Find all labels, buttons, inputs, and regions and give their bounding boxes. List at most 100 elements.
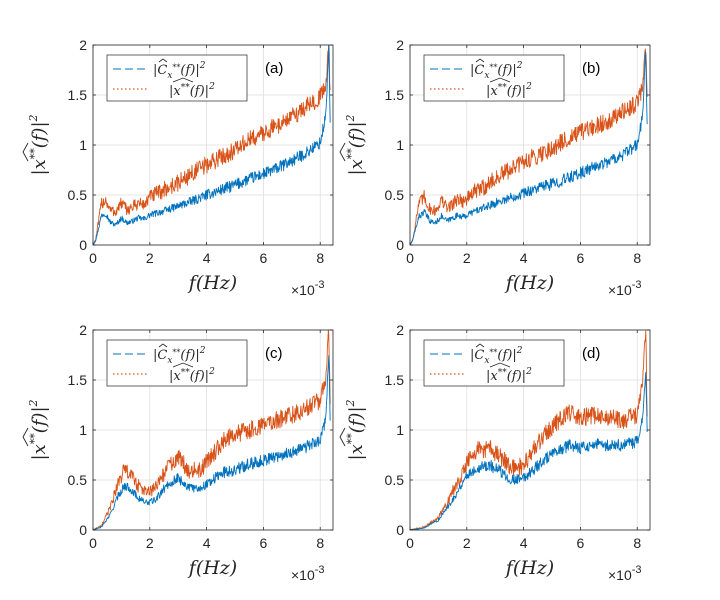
series-line-c-hat [410,51,648,245]
y-tick-label: 0 [79,522,87,538]
legend-label-x-hat: |x**(f)|2 [169,367,215,384]
legend-label-c-hat: |Cx**(f)|2 [470,61,523,81]
y-tick-label: 0.5 [385,187,405,203]
y-tick-label: 1.5 [68,87,88,103]
y-tick-label: 1 [396,137,404,153]
y-tick-label: 1.5 [68,372,88,388]
legend-label-x-hat: |x**(f)|2 [486,367,532,384]
y-tick-label: 0.5 [68,472,88,488]
y-tick-label: 0.5 [68,187,88,203]
legend-hat [172,362,194,368]
x-tick-label: 2 [146,535,154,551]
y-tick-label: 1 [396,422,404,438]
series-line-c-hat [93,355,331,530]
series-line-x-hat [410,330,648,530]
y-tick-label: 2 [79,322,87,338]
legend-label-c-hat: |Cx**(f)|2 [153,346,206,366]
series-line-c-hat [410,371,648,530]
y-tick-label: 0 [396,522,404,538]
x-multiplier: ×10-3 [291,279,325,298]
y-tick-label: 2 [79,37,87,53]
x-tick-label: 6 [577,250,585,266]
legend-hat [172,77,194,83]
x-tick-label: 8 [316,250,324,266]
panel-a: 0 2 4 6 800.511.52f(Hz) ×10-3|x**(f)|2|Cx**(f… [22,37,334,298]
panel-label: (a) [265,60,283,77]
panel-label: (d) [582,345,600,362]
y-tick-label: 0 [396,237,404,253]
panel-label: (b) [582,60,600,77]
svg-text:|x**(f)|2: |x**(f)|2 [344,399,367,460]
x-tick-label: 6 [260,535,268,551]
y-tick-label: 1.5 [385,87,405,103]
x-multiplier: ×10-3 [608,279,642,298]
y-tick-label: 1.5 [385,372,405,388]
panel-c: 0 2 4 6 800.511.52f(Hz) ×10-3|x**(f)|2|Cx**(f… [22,322,334,583]
y-label-hat [339,427,346,447]
y-axis-label: |x**(f)|2 [22,399,50,461]
legend-hat [158,343,168,348]
legend: |Cx**(f)|2|x**(f)|2 [423,54,565,102]
legend-box [106,54,248,102]
y-tick-label: 2 [396,37,404,53]
legend-hat [489,77,511,83]
x-tick-label: 0 [406,250,414,266]
panel-d: 0 2 4 6 800.511.52f(Hz) ×10-3|x**(f)|2|Cx**(f… [339,322,651,583]
x-tick-label: 0 [89,535,97,551]
x-tick-label: 4 [520,250,528,266]
x-tick-label: 8 [633,535,641,551]
y-label-hat [22,427,29,447]
x-tick-label: 2 [463,535,471,551]
legend-box [423,339,565,387]
x-tick-label: 2 [463,250,471,266]
legend: |Cx**(f)|2|x**(f)|2 [423,339,565,387]
x-tick-label: 2 [146,250,154,266]
y-axis-label: |x**(f)|2 [339,399,367,461]
series-line-c-hat [93,45,331,245]
series-line-x-hat [93,330,331,530]
legend-label-x-hat: |x**(f)|2 [486,82,532,99]
y-tick-label: 2 [396,322,404,338]
x-axis-label: f(Hz) [504,272,554,294]
series-line-x-hat [410,48,648,245]
legend-label-x-hat: |x**(f)|2 [169,82,215,99]
x-tick-label: 6 [577,535,585,551]
x-tick-label: 0 [406,535,414,551]
legend: |Cx**(f)|2|x**(f)|2 [106,54,248,102]
x-multiplier: ×10-3 [608,564,642,583]
legend-hat [158,58,168,63]
x-tick-label: 0 [89,250,97,266]
svg-text:|x**(f)|2: |x**(f)|2 [27,114,50,175]
y-label-hat [339,142,346,162]
legend-hat [489,362,511,368]
x-axis-label: f(Hz) [504,557,554,579]
y-label-hat [22,142,29,162]
y-tick-label: 1 [79,422,87,438]
panel-label: (c) [265,345,283,362]
y-tick-label: 1 [79,137,87,153]
x-multiplier: ×10-3 [291,564,325,583]
y-tick-label: 0.5 [385,472,405,488]
x-tick-label: 6 [260,250,268,266]
legend-box [106,339,248,387]
x-tick-label: 8 [633,250,641,266]
legend-label-c-hat: |Cx**(f)|2 [470,346,523,366]
x-tick-label: 4 [520,535,528,551]
x-axis-label: f(Hz) [187,272,237,294]
y-tick-label: 0 [79,237,87,253]
panel-b: 0 2 4 6 800.511.52f(Hz) ×10-3|x**(f)|2|Cx**(f… [339,37,651,298]
y-axis-label: |x**(f)|2 [22,114,50,176]
legend-hat [475,343,485,348]
legend-box [423,54,565,102]
svg-text:|x**(f)|2: |x**(f)|2 [27,399,50,460]
legend: |Cx**(f)|2|x**(f)|2 [106,339,248,387]
x-tick-label: 4 [203,535,211,551]
y-axis-label: |x**(f)|2 [339,114,367,176]
legend-hat [475,58,485,63]
svg-text:|x**(f)|2: |x**(f)|2 [344,114,367,175]
legend-label-c-hat: |Cx**(f)|2 [153,61,206,81]
x-tick-label: 4 [203,250,211,266]
x-axis-label: f(Hz) [187,557,237,579]
x-tick-label: 8 [316,535,324,551]
